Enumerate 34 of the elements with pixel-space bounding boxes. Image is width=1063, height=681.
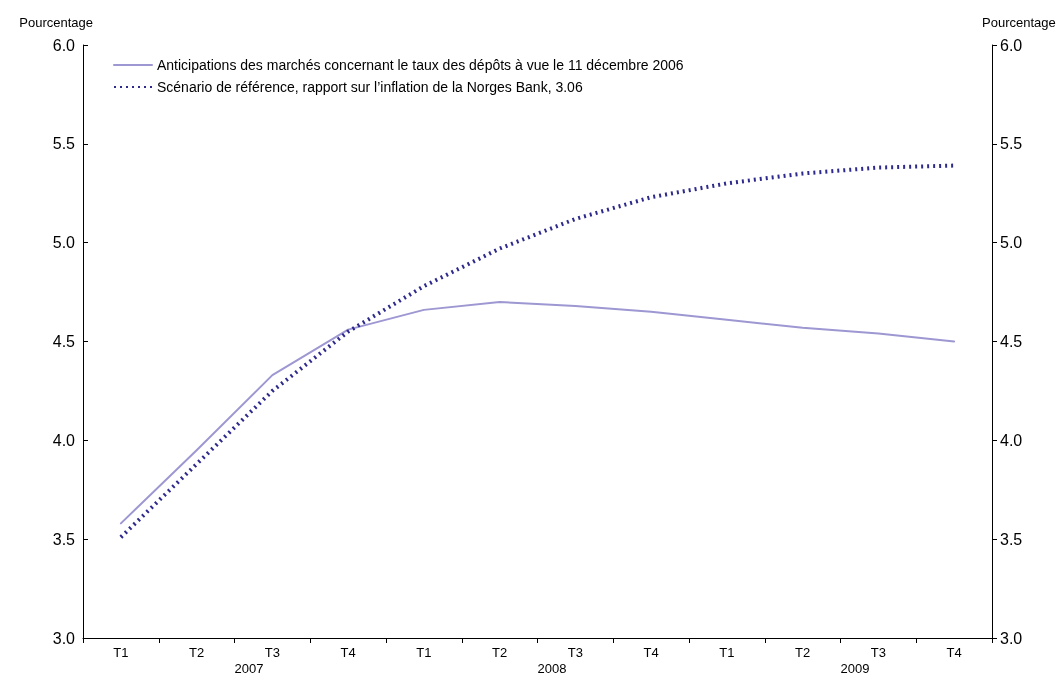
y2-tick-label: 6.0 [1000, 36, 1023, 54]
x-tick-label: T4 [946, 645, 962, 660]
y2-tick-label: 4.5 [1000, 333, 1023, 350]
y2-tick-label: 3.0 [1000, 629, 1023, 647]
x-tick-label: T4 [643, 645, 659, 660]
y-tick-label: 6.0 [52, 36, 76, 54]
text: 2007 [234, 661, 264, 676]
y2-tick-label: 5.5 [1000, 135, 1023, 153]
x-tick-label: T3 [264, 645, 280, 660]
y-tick-label: 5.0 [52, 234, 76, 252]
y-tick-label: 5.5 [52, 135, 76, 153]
y2-axis-title: Pourcentage [982, 15, 1056, 30]
x-tick-label: T1 [113, 645, 129, 660]
x-tick-label: T1 [416, 645, 432, 660]
x-tick-label: T4 [340, 645, 356, 660]
x-tick-label: T2 [492, 645, 508, 660]
y2-tick-label: 5.0 [1000, 234, 1023, 252]
y-tick-label: 4.5 [52, 333, 76, 350]
x-tick-label: T1 [719, 645, 735, 660]
y2-tick-label: 3.5 [1000, 530, 1023, 548]
text: 2009 [840, 661, 870, 676]
x-tick-label: T2 [795, 645, 811, 660]
x-tick-label: T2 [189, 645, 205, 660]
x-tick-label: T3 [567, 645, 583, 660]
y-axis-title: Pourcentage [19, 15, 93, 30]
y2-tick-label: 4.0 [1000, 431, 1023, 449]
legend-label: Anticipations des marchés concernant le taux des dépôts à vue le 11 décembre 2006 [157, 57, 684, 73]
line-series [119, 300, 956, 525]
legend-label: Scénario de référence, rapport sur l’inflation de la Norges Bank, 3.06 [157, 79, 583, 95]
y-tick-label: 3.0 [52, 629, 76, 647]
y-tick-label: 4.0 [52, 431, 76, 449]
y-tick-label: 3.5 [52, 530, 76, 548]
x-tick-label: T3 [870, 645, 886, 660]
text: 2008 [537, 661, 567, 676]
